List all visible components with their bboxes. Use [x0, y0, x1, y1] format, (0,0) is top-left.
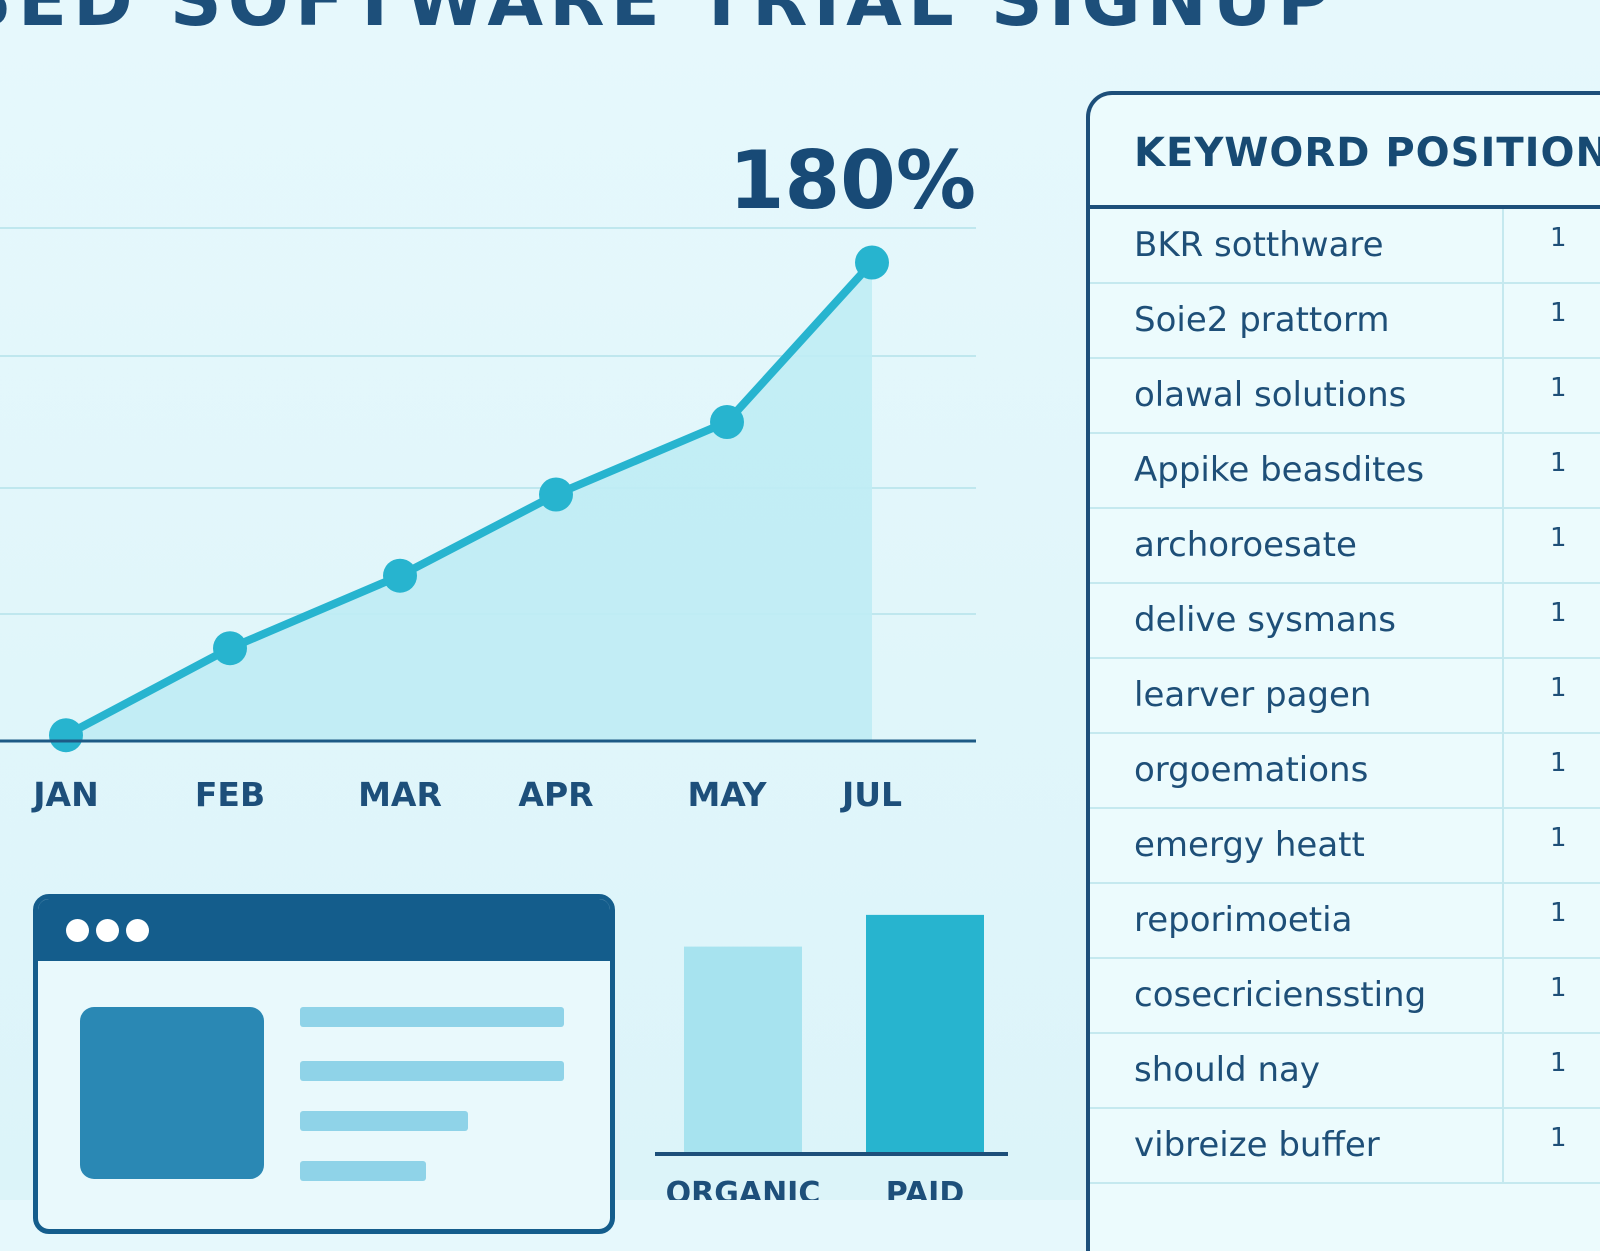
position-cell: 1 — [1550, 523, 1567, 553]
position-cell: 1 — [1550, 298, 1567, 328]
text-placeholder-line — [300, 1061, 564, 1081]
keyword-cell: should nay — [1134, 1050, 1320, 1090]
position-cell: 1 — [1550, 673, 1567, 703]
keyword-cell: delive sysmans — [1134, 600, 1397, 640]
keyword-cell: vibreize buffer — [1134, 1125, 1380, 1165]
growth-line-chart: JAN FEB MAR APR MAY JUL 180% — [0, 134, 976, 814]
keyword-panel-header: KEYWORD POSITION — [1090, 95, 1600, 209]
position-cell: 1 — [1550, 448, 1567, 478]
table-row: emergy heatt 1 — [1090, 809, 1600, 884]
keyword-cell: olawal solutions — [1134, 375, 1407, 415]
keyword-panel-title: KEYWORD POSITION — [1134, 130, 1600, 176]
keyword-cell: emergy heatt — [1134, 825, 1365, 865]
window-dot-icon — [96, 918, 119, 942]
table-row: orgoemations 1 — [1090, 734, 1600, 809]
bar-category-label: ORGANIC — [666, 1176, 821, 1200]
position-cell: 1 — [1550, 373, 1567, 403]
column-divider — [1502, 884, 1504, 957]
x-tick-label: JAN — [31, 775, 98, 814]
table-row: should nay 1 — [1090, 1034, 1600, 1109]
keyword-cell: learver pagen — [1134, 675, 1372, 715]
data-point — [213, 631, 247, 666]
window-dot-icon — [126, 918, 149, 942]
browser-titlebar — [38, 899, 610, 961]
keyword-cell: Soie2 prattorm — [1134, 300, 1390, 340]
organic-paid-bar-chart: ORGANIC PAID — [655, 914, 1008, 1200]
x-tick-labels: JAN FEB MAR APR MAY JUL — [31, 775, 902, 814]
table-row: BKR sotthware 1 — [1090, 209, 1600, 284]
keyword-cell: BKR sotthware — [1134, 225, 1384, 265]
position-cell: 1 — [1550, 823, 1567, 853]
x-tick-label: APR — [518, 775, 593, 814]
window-dot-icon — [66, 918, 89, 942]
image-placeholder-icon — [80, 1007, 264, 1179]
column-divider — [1502, 659, 1504, 732]
table-row: Appike beasdites 1 — [1090, 434, 1600, 509]
table-row: delive sysmans 1 — [1090, 584, 1600, 659]
position-cell: 1 — [1550, 748, 1567, 778]
table-row: reporimoetia 1 — [1090, 884, 1600, 959]
keyword-cell: Appike beasdites — [1134, 450, 1425, 490]
column-divider — [1502, 584, 1504, 657]
column-divider — [1502, 359, 1504, 432]
bar-paid — [866, 914, 984, 1154]
x-tick-label: FEB — [195, 775, 265, 814]
position-cell: 1 — [1550, 1123, 1567, 1153]
column-divider — [1502, 809, 1504, 882]
text-placeholder-line — [300, 1111, 468, 1131]
x-tick-label: MAY — [687, 775, 767, 814]
data-point — [49, 718, 83, 753]
keyword-cell: reporimoetia — [1134, 900, 1353, 940]
data-point — [383, 558, 417, 593]
column-divider — [1502, 509, 1504, 582]
position-cell: 1 — [1550, 898, 1567, 928]
table-row: vibreize buffer 1 — [1090, 1109, 1600, 1184]
table-row: cosecricienssting 1 — [1090, 959, 1600, 1034]
growth-annotation: 180% — [729, 134, 976, 227]
browser-mockup — [33, 894, 615, 1234]
data-point — [539, 477, 573, 512]
column-divider — [1502, 434, 1504, 507]
data-point — [710, 405, 744, 439]
table-row: archoroesate 1 — [1090, 509, 1600, 584]
position-cell: 1 — [1550, 598, 1567, 628]
position-cell: 1 — [1550, 223, 1567, 253]
table-row: olawal solutions 1 — [1090, 359, 1600, 434]
column-divider — [1502, 1034, 1504, 1107]
table-row: learver pagen 1 — [1090, 659, 1600, 734]
keyword-cell: cosecricienssting — [1134, 975, 1427, 1015]
keyword-panel: KEYWORD POSITION BKR sotthware 1 Soie2 pra… — [1086, 91, 1600, 1251]
data-point — [855, 245, 889, 280]
position-cell: 1 — [1550, 973, 1567, 1003]
position-cell: 1 — [1550, 1048, 1567, 1078]
bar-category-label: PAID — [886, 1176, 965, 1200]
column-divider — [1502, 1109, 1504, 1182]
series-line — [62, 258, 876, 740]
x-tick-label: MAR — [358, 775, 442, 814]
keyword-list: BKR sotthware 1 Soie2 prattorm 1 olawal solu… — [1090, 209, 1600, 1184]
table-row: Soie2 prattorm 1 — [1090, 284, 1600, 359]
text-placeholder-line — [300, 1007, 564, 1027]
column-divider — [1502, 734, 1504, 807]
text-placeholder-line — [300, 1161, 426, 1181]
keyword-cell: orgoemations — [1134, 750, 1369, 790]
chart-area-fill — [66, 262, 872, 741]
x-tick-label: JUL — [840, 775, 902, 814]
bar-group — [684, 914, 984, 1154]
column-divider — [1502, 959, 1504, 1032]
bar-labels: ORGANIC PAID — [666, 1176, 965, 1200]
column-divider — [1502, 209, 1504, 282]
bar-organic — [684, 946, 802, 1154]
page-title: SED SOFTWARE TRIAL SIGNUP — [0, 0, 1337, 42]
keyword-cell: archoroesate — [1134, 525, 1357, 565]
column-divider — [1502, 284, 1504, 357]
chart-points — [49, 245, 889, 753]
